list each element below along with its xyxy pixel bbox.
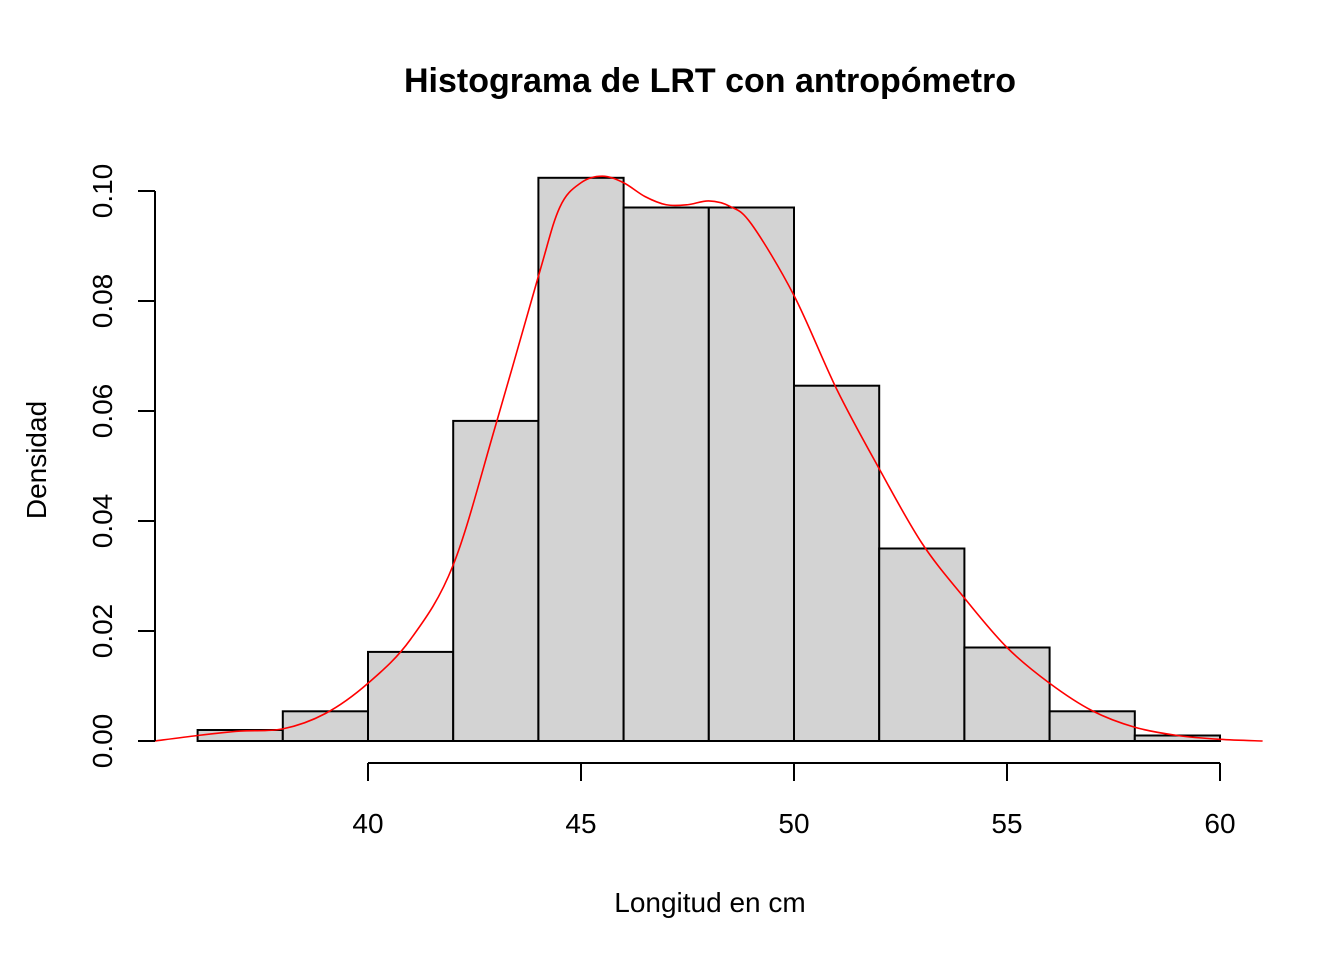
y-tick-label-0: 0.00 <box>87 714 118 769</box>
histogram-bar-7 <box>707 206 795 742</box>
x-tick-label-0: 40 <box>352 808 383 839</box>
histogram-bar-6 <box>622 206 710 742</box>
x-tick-label-1: 45 <box>565 808 596 839</box>
y-tick-label-3: 0.06 <box>87 384 118 439</box>
histogram-bar-5 <box>537 176 625 743</box>
x-axis: 40 45 50 55 60 <box>352 762 1236 839</box>
y-tick-label-1: 0.02 <box>87 604 118 659</box>
x-axis-label: Longitud en cm <box>614 887 805 918</box>
y-axis: 0.00 0.02 0.04 0.06 0.08 0.10 <box>87 164 156 769</box>
y-axis-label: Densidad <box>21 401 52 519</box>
histogram-bar-11 <box>1048 710 1136 742</box>
histogram-bar-8 <box>793 384 881 742</box>
y-tick-label-2: 0.04 <box>87 494 118 549</box>
histogram-bar-3 <box>367 650 455 743</box>
x-tick-label-4: 60 <box>1204 808 1235 839</box>
histogram-bar-9 <box>878 547 966 742</box>
x-tick-label-2: 50 <box>778 808 809 839</box>
y-tick-label-4: 0.08 <box>87 274 118 329</box>
histogram-bars <box>196 176 1222 743</box>
histogram-bar-4 <box>452 419 540 742</box>
y-tick-label-5: 0.10 <box>87 164 118 219</box>
histogram-bar-10 <box>963 646 1051 742</box>
x-tick-label-3: 55 <box>991 808 1022 839</box>
chart-title: Histograma de LRT con antropómetro <box>404 62 1016 100</box>
density-curve <box>154 175 1263 742</box>
